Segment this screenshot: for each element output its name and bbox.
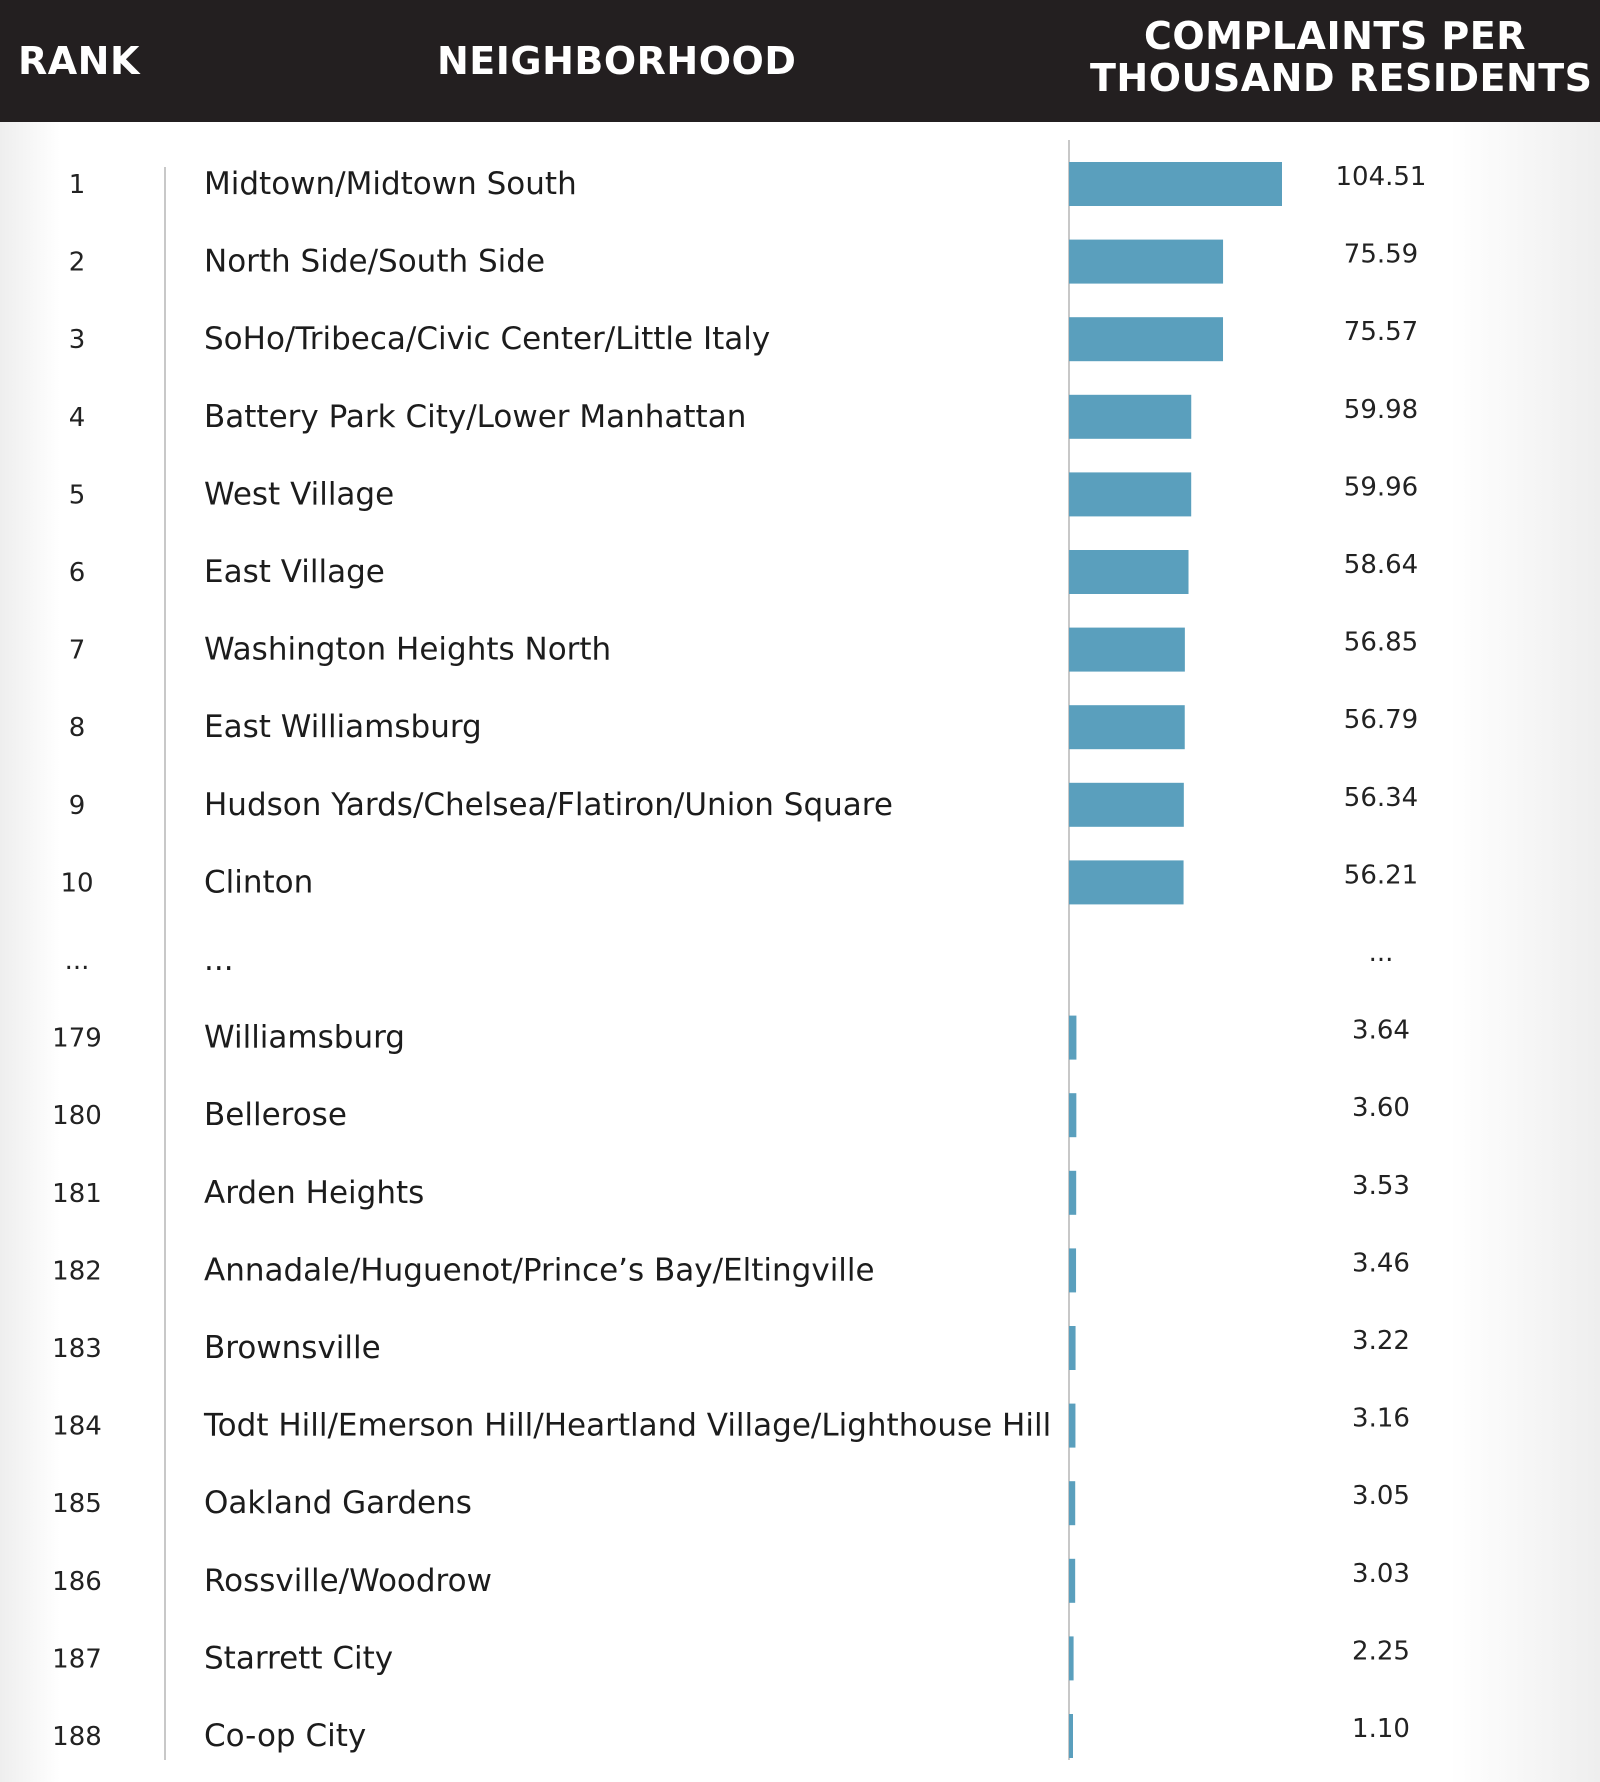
rank-label: 4 [69,403,86,433]
rank-label: 2 [69,248,86,278]
data-bar [1069,239,1224,284]
data-bar [1069,627,1185,672]
value-label: 3.53 [1352,1171,1410,1201]
neighborhood-label: Bellerose [204,1097,347,1133]
data-bar [1069,162,1282,206]
rank-label: 188 [52,1722,102,1752]
data-bar [1069,1015,1077,1060]
value-label: 3.05 [1352,1481,1410,1511]
value-label: 59.98 [1344,395,1418,425]
neighborhood-label: SoHo/Tribeca/Civic Center/Little Italy [204,321,770,357]
neighborhood-label: Washington Heights North [204,632,611,668]
value-label: 3.64 [1352,1016,1410,1046]
neighborhood-label: Clinton [204,864,313,900]
neighborhood-label: Rossville/Woodrow [204,1563,492,1599]
data-bar [1069,1714,1073,1758]
rank-label: 180 [52,1101,102,1131]
chart-area: 1 Midtown/Midtown South 104.51 2 North Side/… [0,122,1600,1782]
metric-header-line-1: COMPLAINTS PER [1143,14,1526,58]
data-bar [1069,1248,1077,1293]
neighborhood-label: Hudson Yards/Chelsea/Flatiron/Union Squa… [204,787,893,823]
value-label: 59.96 [1344,472,1418,502]
data-bar [1069,705,1185,750]
value-label: ... [1369,938,1394,968]
value-label: 3.46 [1352,1248,1410,1278]
value-label: 3.03 [1352,1559,1410,1589]
neighborhood-label: Oakland Gardens [204,1485,472,1521]
neighborhood-label: Battery Park City/Lower Manhattan [204,399,746,435]
data-bar [1069,1403,1076,1448]
rank-label: 183 [52,1334,102,1364]
rank-column-header: RANK [18,39,140,83]
data-bar [1069,550,1189,594]
rank-label: 186 [52,1567,102,1597]
rank-label: 187 [52,1644,102,1674]
rank-label: 185 [52,1489,102,1519]
value-label: 75.59 [1344,240,1418,270]
data-bar [1069,1093,1077,1138]
data-bar [1069,860,1184,905]
neighborhood-label: Starrett City [204,1640,393,1676]
data-bar [1069,1558,1076,1603]
value-label: 56.21 [1344,860,1418,890]
neighborhood-label: East Village [204,554,385,590]
value-label: 75.57 [1344,317,1418,347]
value-label: 3.16 [1352,1404,1410,1434]
rank-label: ... [65,946,90,976]
neighborhood-label: Midtown/Midtown South [204,166,577,202]
rank-label: 184 [52,1412,102,1442]
data-bar [1069,1481,1076,1526]
value-label: 56.85 [1344,628,1418,658]
data-bar [1069,472,1192,517]
neighborhood-label: Arden Heights [204,1175,424,1211]
bar-chart: 1 Midtown/Midtown South 104.51 2 North Side/… [52,140,1427,1760]
value-label: 104.51 [1336,162,1427,192]
rank-label: 182 [52,1256,102,1286]
neighborhood-column-header: NEIGHBORHOOD [437,39,797,83]
value-label: 1.10 [1352,1714,1410,1744]
value-label: 3.60 [1352,1093,1410,1123]
neighborhood-label: Brownsville [204,1330,381,1366]
rank-label: 181 [52,1179,102,1209]
neighborhood-label: West Village [204,476,394,512]
rank-label: 7 [69,636,86,666]
metric-header-line-2: THOUSAND RESIDENTS [1090,56,1593,100]
rank-label: 10 [60,868,93,898]
rank-label: 1 [69,170,86,200]
neighborhood-label: Williamsburg [204,1020,405,1056]
rank-label: 3 [69,325,86,355]
neighborhood-label: Co-op City [204,1718,366,1754]
rank-label: 179 [52,1024,102,1054]
metric-column-header: COMPLAINTS PER THOUSAND RESIDENTS [1090,14,1593,100]
value-label: 58.64 [1344,550,1418,580]
neighborhood-label: Todt Hill/Emerson Hill/Heartland Village… [203,1408,1051,1444]
data-bar [1069,1636,1074,1681]
neighborhood-label: East Williamsburg [204,709,482,745]
value-label: 56.34 [1344,783,1418,813]
data-bar [1069,782,1184,827]
table-header: RANK NEIGHBORHOOD COMPLAINTS PER THOUSAN… [0,0,1600,122]
data-bar [1069,1170,1077,1215]
value-label: 3.22 [1352,1326,1410,1356]
neighborhood-label: ... [204,942,234,978]
rank-label: 5 [69,480,86,510]
data-bar [1069,317,1224,362]
data-bar [1069,1326,1076,1370]
neighborhood-label: North Side/South Side [204,244,545,280]
value-label: 2.25 [1352,1636,1410,1666]
rank-label: 6 [69,558,86,588]
data-bar [1069,394,1192,439]
rank-label: 9 [69,791,86,821]
rank-label: 8 [69,713,86,743]
value-label: 56.79 [1344,705,1418,735]
neighborhood-label: Annadale/Huguenot/Prince’s Bay/Eltingvil… [204,1252,875,1288]
